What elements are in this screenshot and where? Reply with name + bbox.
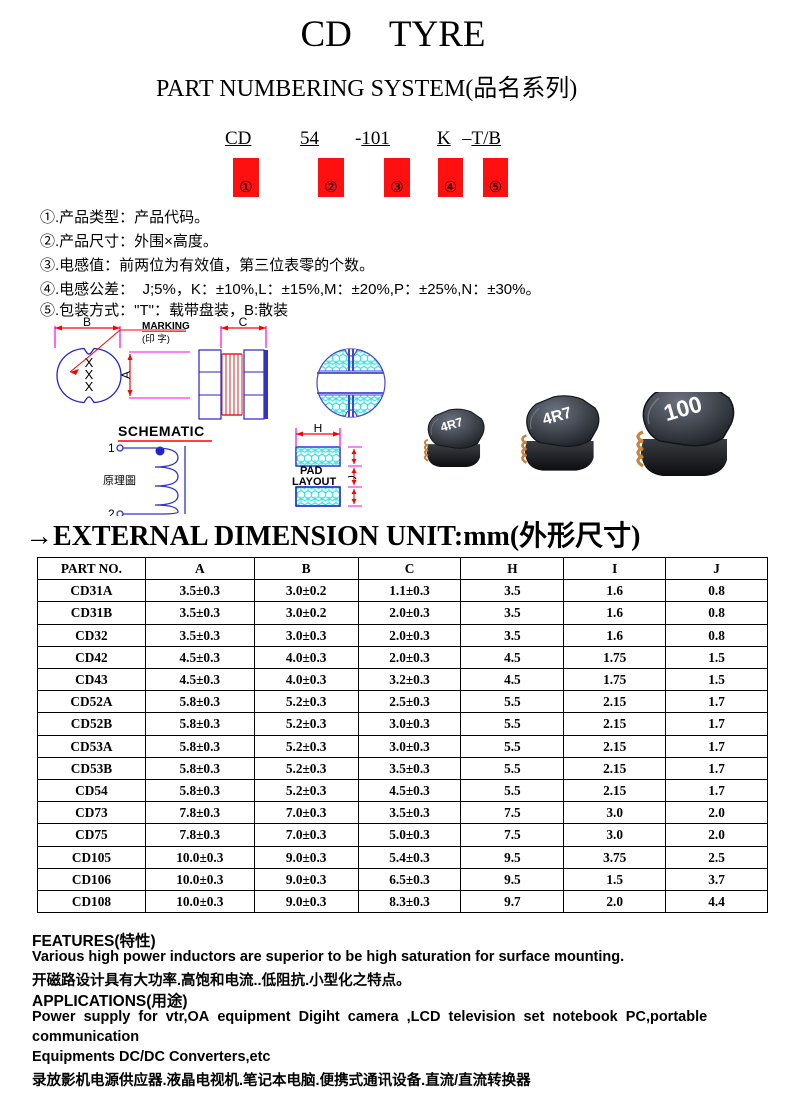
svg-text:(印 字): (印 字)	[142, 333, 170, 345]
svg-text:C: C	[239, 315, 248, 329]
svg-text:B: B	[83, 315, 91, 329]
svg-text:MARKING: MARKING	[142, 321, 190, 332]
svg-text:A: A	[119, 371, 133, 379]
